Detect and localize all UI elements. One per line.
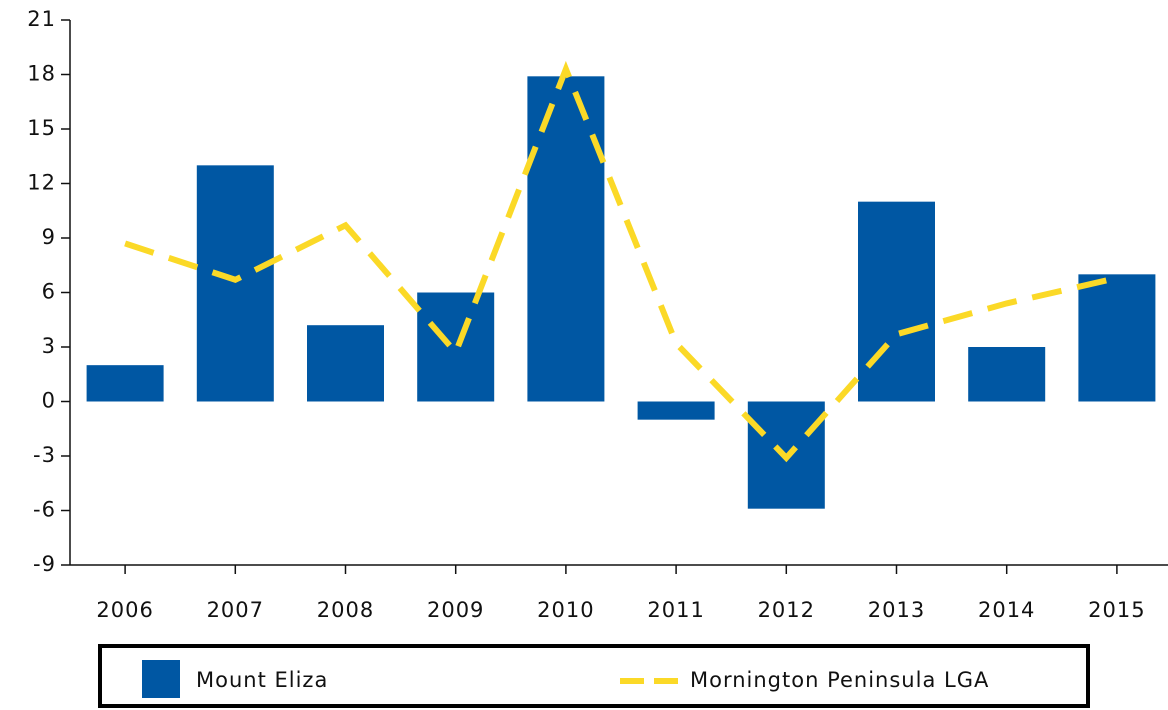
y-tick-label: 9 [42, 225, 56, 249]
x-tick-label: 2008 [317, 598, 374, 622]
y-tick-label: -3 [33, 443, 56, 467]
y-tick-label: 0 [42, 389, 56, 413]
bar [196, 165, 274, 402]
y-tick-label: -6 [33, 498, 56, 522]
legend-label: Mornington Peninsula LGA [690, 668, 989, 692]
x-tick-label: 2014 [978, 598, 1035, 622]
bar [968, 347, 1046, 402]
x-tick-label: 2006 [96, 598, 153, 622]
legend-label: Mount Eliza [196, 668, 328, 692]
x-tick-label: 2012 [758, 598, 815, 622]
x-tick-label: 2013 [868, 598, 925, 622]
bar [307, 325, 384, 402]
bar [86, 365, 164, 402]
y-tick-label: 21 [27, 7, 56, 31]
bar [637, 401, 715, 420]
y-tick-label: -9 [33, 552, 56, 576]
bar [527, 76, 605, 402]
bar [417, 292, 495, 402]
y-tick-label: 12 [27, 171, 56, 195]
x-tick-label: 2011 [647, 598, 704, 622]
y-tick-label: 15 [27, 116, 56, 140]
bar [1078, 274, 1156, 402]
y-tick-label: 6 [42, 280, 56, 304]
line [124, 60, 1118, 463]
legend-swatch [142, 660, 180, 698]
x-tick-label: 2015 [1088, 598, 1145, 622]
y-tick-label: 18 [27, 62, 56, 86]
bar [858, 201, 935, 402]
x-tick-label: 2009 [427, 598, 484, 622]
x-tick-label: 2010 [537, 598, 594, 622]
y-tick-label: 3 [42, 334, 56, 358]
legend-box [98, 644, 1090, 708]
x-tick-label: 2007 [207, 598, 264, 622]
